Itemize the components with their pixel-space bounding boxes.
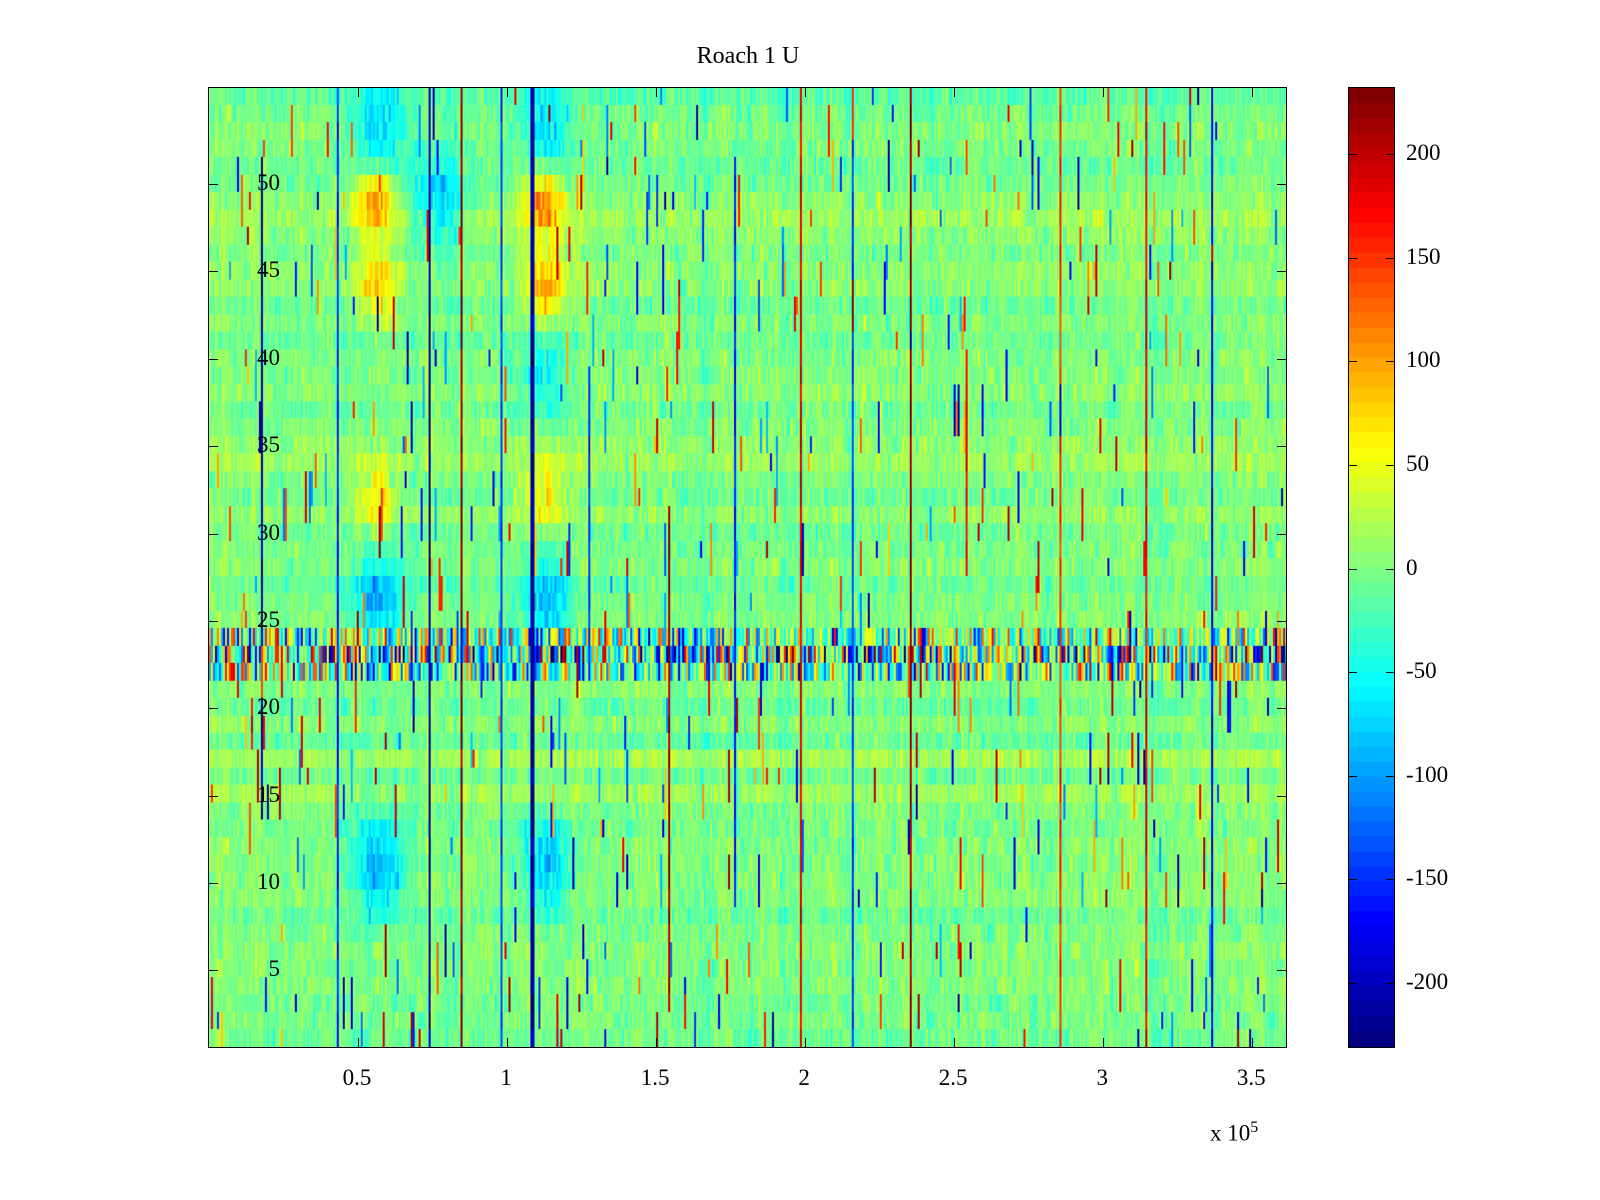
- x-tick-mark: [1252, 1038, 1254, 1047]
- y-tick-mark: [1277, 271, 1286, 273]
- colorbar-tick-label: -200: [1406, 968, 1449, 994]
- heatmap-axes[interactable]: [208, 87, 1287, 1048]
- x-tick-mark: [656, 1038, 658, 1047]
- x-tick-mark: [1103, 1038, 1105, 1047]
- y-tick-mark: [209, 446, 218, 448]
- colorbar-tick-label: 150: [1406, 243, 1441, 269]
- x-tick-mark: [1103, 88, 1105, 97]
- colorbar-tick-mark: [1349, 154, 1357, 156]
- y-tick-mark: [1277, 358, 1286, 360]
- colorbar-tick-mark: [1386, 464, 1394, 466]
- y-tick-label: 20: [257, 694, 280, 720]
- colorbar[interactable]: [1348, 87, 1395, 1048]
- x-axis-exponent-base: x 10: [1210, 1120, 1251, 1146]
- x-tick-label: 2.5: [938, 1065, 968, 1090]
- y-tick-mark: [209, 184, 218, 186]
- colorbar-tick-mark: [1349, 568, 1357, 570]
- y-tick-label: 25: [257, 606, 280, 632]
- colorbar-tick-mark: [1349, 879, 1357, 881]
- x-axis-exponent-power: 5: [1250, 1119, 1259, 1136]
- y-tick-mark: [1277, 446, 1286, 448]
- y-tick-mark: [1277, 970, 1286, 972]
- colorbar-tick-mark: [1386, 982, 1394, 984]
- colorbar-tick-label: 100: [1406, 347, 1441, 373]
- x-tick-mark: [358, 88, 360, 97]
- y-tick-label: 35: [257, 432, 280, 458]
- colorbar-tick-label: -50: [1406, 658, 1437, 684]
- colorbar-tick-label: -100: [1406, 761, 1449, 787]
- page-title: Roach 1 U: [696, 43, 800, 69]
- x-tick-label: 3.5: [1236, 1065, 1266, 1090]
- y-tick-label: 45: [257, 257, 280, 283]
- y-tick-label: 10: [257, 869, 280, 894]
- colorbar-tick-label: 0: [1406, 554, 1418, 580]
- colorbar-tick-mark: [1349, 775, 1357, 777]
- colorbar-tick-mark: [1349, 257, 1357, 259]
- colorbar-tick-label: 200: [1406, 140, 1441, 166]
- x-tick-label: 1.5: [640, 1065, 670, 1090]
- x-tick-mark: [954, 88, 956, 97]
- x-tick-label: 3: [1096, 1065, 1108, 1090]
- heatmap-image: [209, 88, 1286, 1047]
- y-tick-mark: [209, 620, 218, 622]
- colorbar-tick-mark: [1386, 361, 1394, 363]
- y-tick-mark: [209, 533, 218, 535]
- y-tick-mark: [209, 271, 218, 273]
- y-tick-mark: [1277, 184, 1286, 186]
- x-tick-label: 2: [798, 1065, 810, 1090]
- y-tick-mark: [209, 795, 218, 797]
- colorbar-tick-label: 50: [1406, 450, 1429, 476]
- colorbar-tick-mark: [1349, 361, 1357, 363]
- y-tick-label: 40: [257, 344, 280, 370]
- colorbar-tick-mark: [1349, 982, 1357, 984]
- colorbar-tick-mark: [1386, 672, 1394, 674]
- y-tick-mark: [1277, 795, 1286, 797]
- colorbar-tick-label: -150: [1406, 865, 1449, 891]
- colorbar-tick-mark: [1386, 775, 1394, 777]
- x-tick-mark: [507, 88, 509, 97]
- y-tick-mark: [209, 358, 218, 360]
- colorbar-tick-mark: [1386, 879, 1394, 881]
- y-tick-mark: [209, 970, 218, 972]
- y-tick-mark: [209, 708, 218, 710]
- y-tick-label: 5: [268, 956, 281, 982]
- x-tick-mark: [805, 1038, 807, 1047]
- y-tick-label: 50: [257, 170, 280, 196]
- y-tick-mark: [1277, 533, 1286, 535]
- y-tick-mark: [1277, 883, 1286, 884]
- x-tick-mark: [358, 1038, 360, 1047]
- x-tick-mark: [1252, 88, 1254, 97]
- colorbar-tick-mark: [1386, 257, 1394, 259]
- y-tick-label: 30: [257, 519, 280, 545]
- colorbar-tick-mark: [1349, 672, 1357, 674]
- x-tick-mark: [805, 88, 807, 97]
- x-tick-mark: [656, 88, 658, 97]
- x-axis-exponent-label: x 105: [1210, 1120, 1258, 1145]
- colorbar-tick-mark: [1386, 568, 1394, 570]
- x-tick-mark: [954, 1038, 956, 1047]
- y-tick-mark: [1277, 620, 1286, 622]
- x-tick-mark: [507, 1038, 509, 1047]
- y-tick-mark: [1277, 708, 1286, 710]
- x-tick-label: 0.5: [342, 1065, 372, 1090]
- colorbar-gradient: [1349, 88, 1394, 1047]
- colorbar-tick-mark: [1349, 464, 1357, 466]
- y-tick-label: 15: [257, 781, 280, 807]
- colorbar-tick-mark: [1386, 154, 1394, 156]
- y-tick-mark: [209, 883, 218, 884]
- x-tick-label: 1: [500, 1065, 512, 1090]
